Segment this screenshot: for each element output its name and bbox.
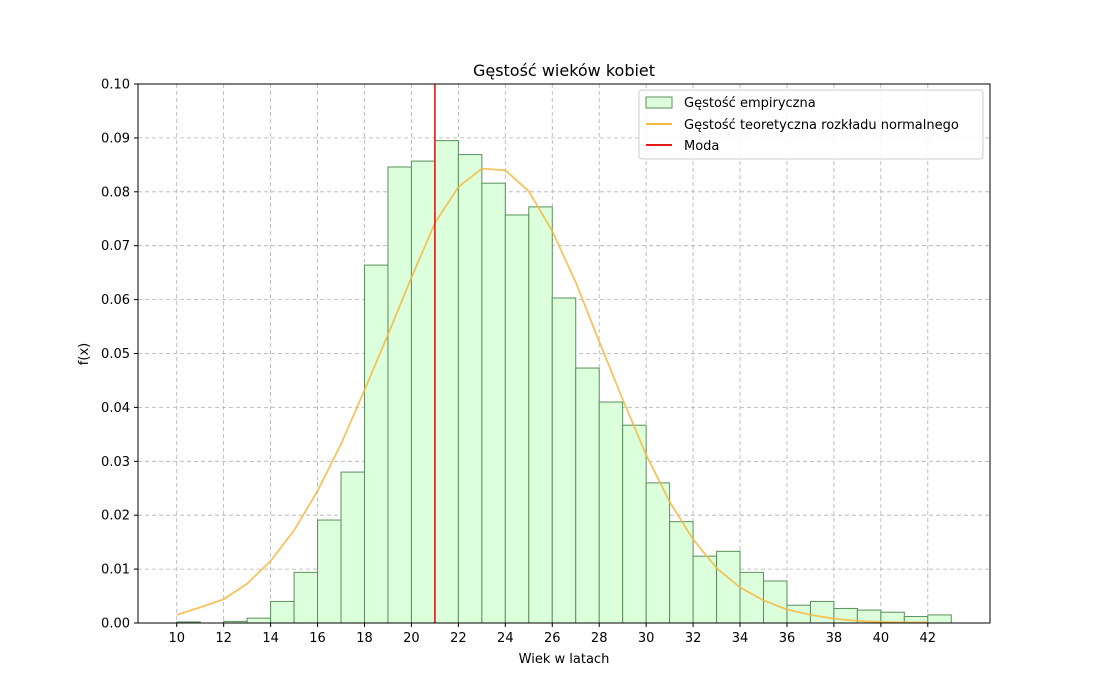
x-tick-label: 12 bbox=[215, 631, 232, 646]
x-tick-label: 18 bbox=[356, 631, 373, 646]
y-axis-label: f(x) bbox=[77, 343, 92, 365]
y-tick-label: 0.02 bbox=[101, 509, 130, 524]
histogram-bar bbox=[551, 297, 577, 624]
histogram-bar bbox=[504, 214, 530, 624]
x-tick-label: 10 bbox=[168, 631, 185, 646]
y-axis-ticks: 0.00 0.01 0.02 0.03 0.04 0.05 0.06 0.07 0.08 0.09… bbox=[101, 78, 138, 632]
x-tick-label: 40 bbox=[873, 631, 890, 646]
x-tick-label: 36 bbox=[779, 631, 796, 646]
y-tick-label: 0.03 bbox=[101, 455, 130, 470]
x-axis-label: Wiek w latach bbox=[519, 652, 610, 667]
histogram-bars bbox=[176, 140, 952, 624]
normal-curve-layer bbox=[176, 167, 928, 624]
chart-title: Gęstość wieków kobiet bbox=[473, 61, 655, 80]
y-tick-label: 0.08 bbox=[101, 185, 130, 200]
histogram-bar bbox=[809, 600, 835, 624]
x-tick-label: 32 bbox=[685, 631, 702, 646]
histogram-bar bbox=[692, 555, 718, 624]
legend-box bbox=[638, 89, 984, 160]
histogram-bar bbox=[363, 264, 389, 624]
y-tick-label: 0.00 bbox=[101, 617, 130, 632]
histogram-bar bbox=[246, 617, 272, 624]
legend-label-mode: Moda bbox=[684, 139, 719, 154]
y-tick-label: 0.10 bbox=[101, 78, 130, 93]
x-tick-label: 30 bbox=[638, 631, 655, 646]
y-tick-label: 0.07 bbox=[101, 239, 130, 254]
y-tick-label: 0.01 bbox=[101, 563, 130, 578]
histogram-bar bbox=[457, 154, 483, 624]
histogram-bar bbox=[434, 140, 459, 624]
legend: Gęstość empiryczna Gęstość teoretyczna r… bbox=[638, 89, 984, 160]
x-tick-label: 24 bbox=[497, 631, 514, 646]
histogram-bar bbox=[645, 482, 671, 624]
histogram-bar bbox=[387, 166, 412, 624]
y-tick-label: 0.06 bbox=[101, 293, 130, 308]
histogram-bar bbox=[927, 614, 952, 624]
histogram-bar bbox=[528, 206, 553, 624]
histogram-bar bbox=[317, 519, 342, 624]
legend-label-empirical: Gęstość empiryczna bbox=[684, 96, 816, 111]
x-tick-label: 38 bbox=[826, 631, 843, 646]
histogram-bar bbox=[598, 401, 624, 624]
y-tick-label: 0.09 bbox=[101, 131, 130, 146]
legend-histogram-swatch bbox=[645, 96, 673, 109]
x-tick-label: 34 bbox=[732, 631, 749, 646]
histogram-bar bbox=[481, 182, 506, 624]
histogram-bar bbox=[716, 550, 741, 624]
legend-label-normal: Gęstość teoretyczna rozkładu normalnego bbox=[684, 118, 959, 133]
histogram-bar bbox=[340, 471, 365, 624]
x-tick-label: 42 bbox=[920, 631, 937, 646]
x-tick-label: 16 bbox=[309, 631, 326, 646]
x-tick-label: 14 bbox=[262, 631, 279, 646]
x-tick-label: 22 bbox=[450, 631, 467, 646]
x-axis-ticks: 10 12 14 16 18 20 22 24 26 28 30 32 34 36 38 40 42 bbox=[168, 623, 936, 646]
normal-density-curve bbox=[176, 167, 928, 624]
histogram-bar bbox=[575, 367, 600, 624]
histogram-bar bbox=[293, 571, 319, 624]
x-tick-label: 20 bbox=[403, 631, 420, 646]
histogram-bar bbox=[270, 600, 295, 624]
x-tick-label: 28 bbox=[591, 631, 608, 646]
y-tick-label: 0.04 bbox=[101, 401, 130, 416]
histogram-bar bbox=[622, 424, 647, 624]
x-tick-label: 26 bbox=[544, 631, 561, 646]
histogram-bar bbox=[669, 521, 694, 624]
y-tick-label: 0.05 bbox=[101, 347, 130, 362]
